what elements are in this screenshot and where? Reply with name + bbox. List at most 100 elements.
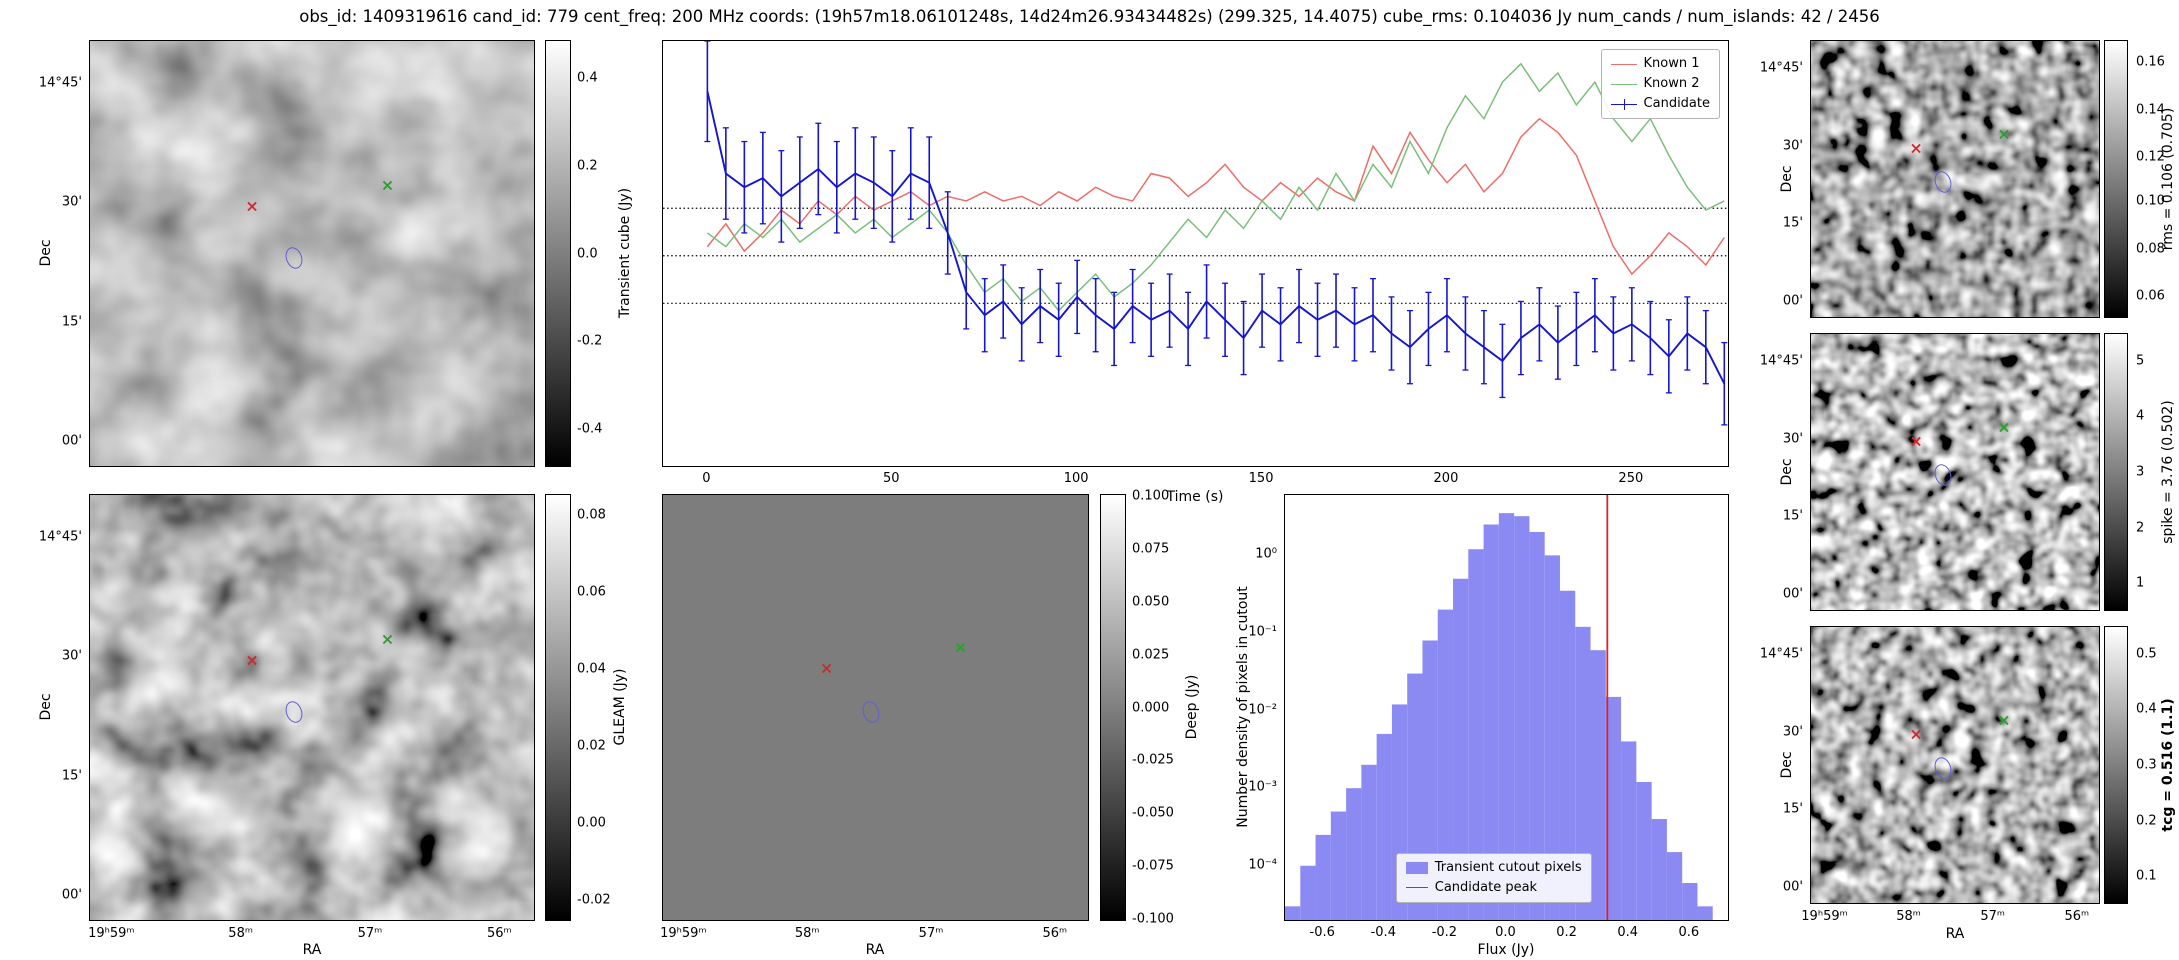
legend-row-known2: Known 2 [1610,74,1710,94]
ra-tick-label: 19ʰ59ᵐ [660,926,707,941]
time-tick-label: 150 [1248,471,1274,486]
density-tick-label: 10⁻³ [1248,779,1277,795]
legend-row-known1: Known 1 [1610,54,1710,74]
spike-cutout-image: × × [1810,333,2100,611]
dec-tick-label: 15' [1782,801,1803,817]
gleam-noise-image [90,495,534,920]
colorbar-tick-label: 0.100 [1132,488,1170,504]
colorbar-tick-label: 0.0 [577,246,598,261]
legend-label-candidate-peak: Candidate peak [1434,879,1538,895]
known2-line-sample [1610,83,1637,85]
time-tick-label: 50 [882,471,900,486]
time-tick-label: 100 [1063,471,1089,486]
dec-tick-label: 00' [61,433,82,449]
deep-colorbar: 0.100 0.075 0.050 0.025 0.000 -0.025 -0.050 -0.… [1100,489,1200,926]
dec-tick-label: 30' [61,648,82,664]
colorbar-tick-label: 0.00 [577,815,606,831]
colorbar-tick-label: 1 [2136,575,2145,591]
colorbar-tick-label: 0.2 [577,158,598,174]
colorbar-tick-label: 0.06 [577,584,606,600]
dec-axis-label: Dec [1779,751,1795,779]
dec-tick-label: 14°45' [38,529,82,545]
red-x-marker: × [245,650,259,670]
time-axis-label: Time (s) [1166,489,1224,505]
colorbar-tick-label: 3 [2136,464,2145,480]
red-x-marker: × [245,196,259,216]
colorbar-tick-label: 5 [2136,353,2145,369]
lightcurve-panel: Known 1 Known 2 Candidate [662,40,1729,467]
time-tick-label: 250 [1618,471,1644,486]
green-x-marker: × [953,637,968,657]
dec-tick-label: 00' [61,887,82,903]
gleam-colorbar-gradient [545,494,571,921]
dec-tick-label: 15' [1782,215,1803,231]
histogram-plot-svg [1285,495,1713,920]
transient-noise-image [90,41,534,466]
green-x-marker: × [380,175,395,195]
ra-tick-label: 58ᵐ [228,926,253,941]
spike-colorbar-gradient [2104,333,2128,611]
ra-tick-label: 58ᵐ [1896,909,1921,924]
gleam-cutout-image: × × [89,494,535,921]
colorbar-tick-label: 0.14 [2136,102,2165,117]
flux-axis-label: Flux (Jy) [1477,942,1535,958]
colorbar-tick-label: 0.025 [1132,647,1170,663]
ra-tick-label: 57ᵐ [357,926,383,941]
red-x-marker: × [819,658,834,678]
gleam-colorbar-label: GLEAM (Jy) [612,668,628,746]
peak-line-sample [1405,887,1428,889]
spike-colorbar: 5 4 3 2 1 [2104,333,2179,611]
colorbar-tick-label: 4 [2136,408,2145,424]
gleam-colorbar: 0.08 0.06 0.04 0.02 0.00 -0.02 [545,494,645,921]
dec-tick-label: 14°45' [1759,60,1803,76]
colorbar-tick-label: -0.025 [1132,752,1174,768]
ra-tick-label: 19ʰ59ᵐ [1801,909,1848,924]
green-x-marker: × [380,629,395,649]
flux-tick-label: -0.6 [1309,925,1335,940]
lightcurve-legend: Known 1 Known 2 Candidate [1600,49,1720,120]
flux-tick-label: 0.0 [1495,925,1516,940]
colorbar-tick-label: 0.5 [2136,646,2157,662]
colorbar-tick-label: 0.050 [1132,594,1170,610]
colorbar-tick-label: 0.06 [2136,288,2165,304]
ra-axis-label: RA [1945,926,1965,942]
ra-tick-label: 57ᵐ [1980,909,2006,924]
colorbar-tick-label: 0.08 [577,507,606,523]
colorbar-tick-label: 0.4 [577,70,598,86]
ra-tick-label: 56ᵐ [2064,909,2090,924]
dec-axis-label: Dec [38,239,54,267]
legend-row-candidate: Candidate [1610,94,1710,114]
deep-cutout-image: × × [662,494,1089,921]
deep-colorbar-label: Deep (Jy) [1184,674,1200,740]
green-x-marker: × [1997,710,2011,730]
rms-colorbar: 0.16 0.14 0.12 0.10 0.08 0.06 [2104,40,2179,318]
time-tick-label: 0 [702,471,711,486]
colorbar-tick-label: 0.4 [2136,701,2157,717]
dec-tick-label: 00' [1782,586,1803,602]
colorbar-tick-label: 0.10 [2136,193,2165,209]
tcg-colorbar-label: tcg = 0.516 (1.1) [2160,698,2176,832]
colorbar-tick-label: 2 [2136,520,2145,536]
rms-colorbar-gradient [2104,40,2128,318]
tcg-colorbar-gradient [2104,626,2128,904]
colorbar-tick-label: 0.12 [2136,149,2165,165]
known1-line-sample [1610,63,1637,65]
flux-tick-label: -0.4 [1370,925,1396,940]
candidate-errorbar-sample [1610,98,1637,110]
legend-label-known2: Known 2 [1643,76,1700,92]
red-x-marker: × [1909,431,1923,451]
flux-tick-label: 0.6 [1678,925,1700,940]
dec-tick-label: 00' [1782,293,1803,309]
transient-cutout-image: × × [89,40,535,467]
legend-row-candidate-peak: Candidate peak [1405,878,1582,898]
ra-tick-label: 57ᵐ [918,926,944,941]
red-x-marker: × [1909,138,1923,158]
histogram-legend: Transient cutout pixels Candidate peak [1395,852,1592,903]
red-x-marker: × [1909,724,1923,744]
flux-tick-label: -0.2 [1431,925,1458,940]
colorbar-tick-label: 0.04 [577,661,606,677]
colorbar-tick-label: -0.100 [1132,911,1174,927]
dec-tick-label: 14°45' [38,75,82,91]
dec-tick-label: 15' [61,314,82,330]
density-tick-label: 10⁻¹ [1248,624,1277,640]
